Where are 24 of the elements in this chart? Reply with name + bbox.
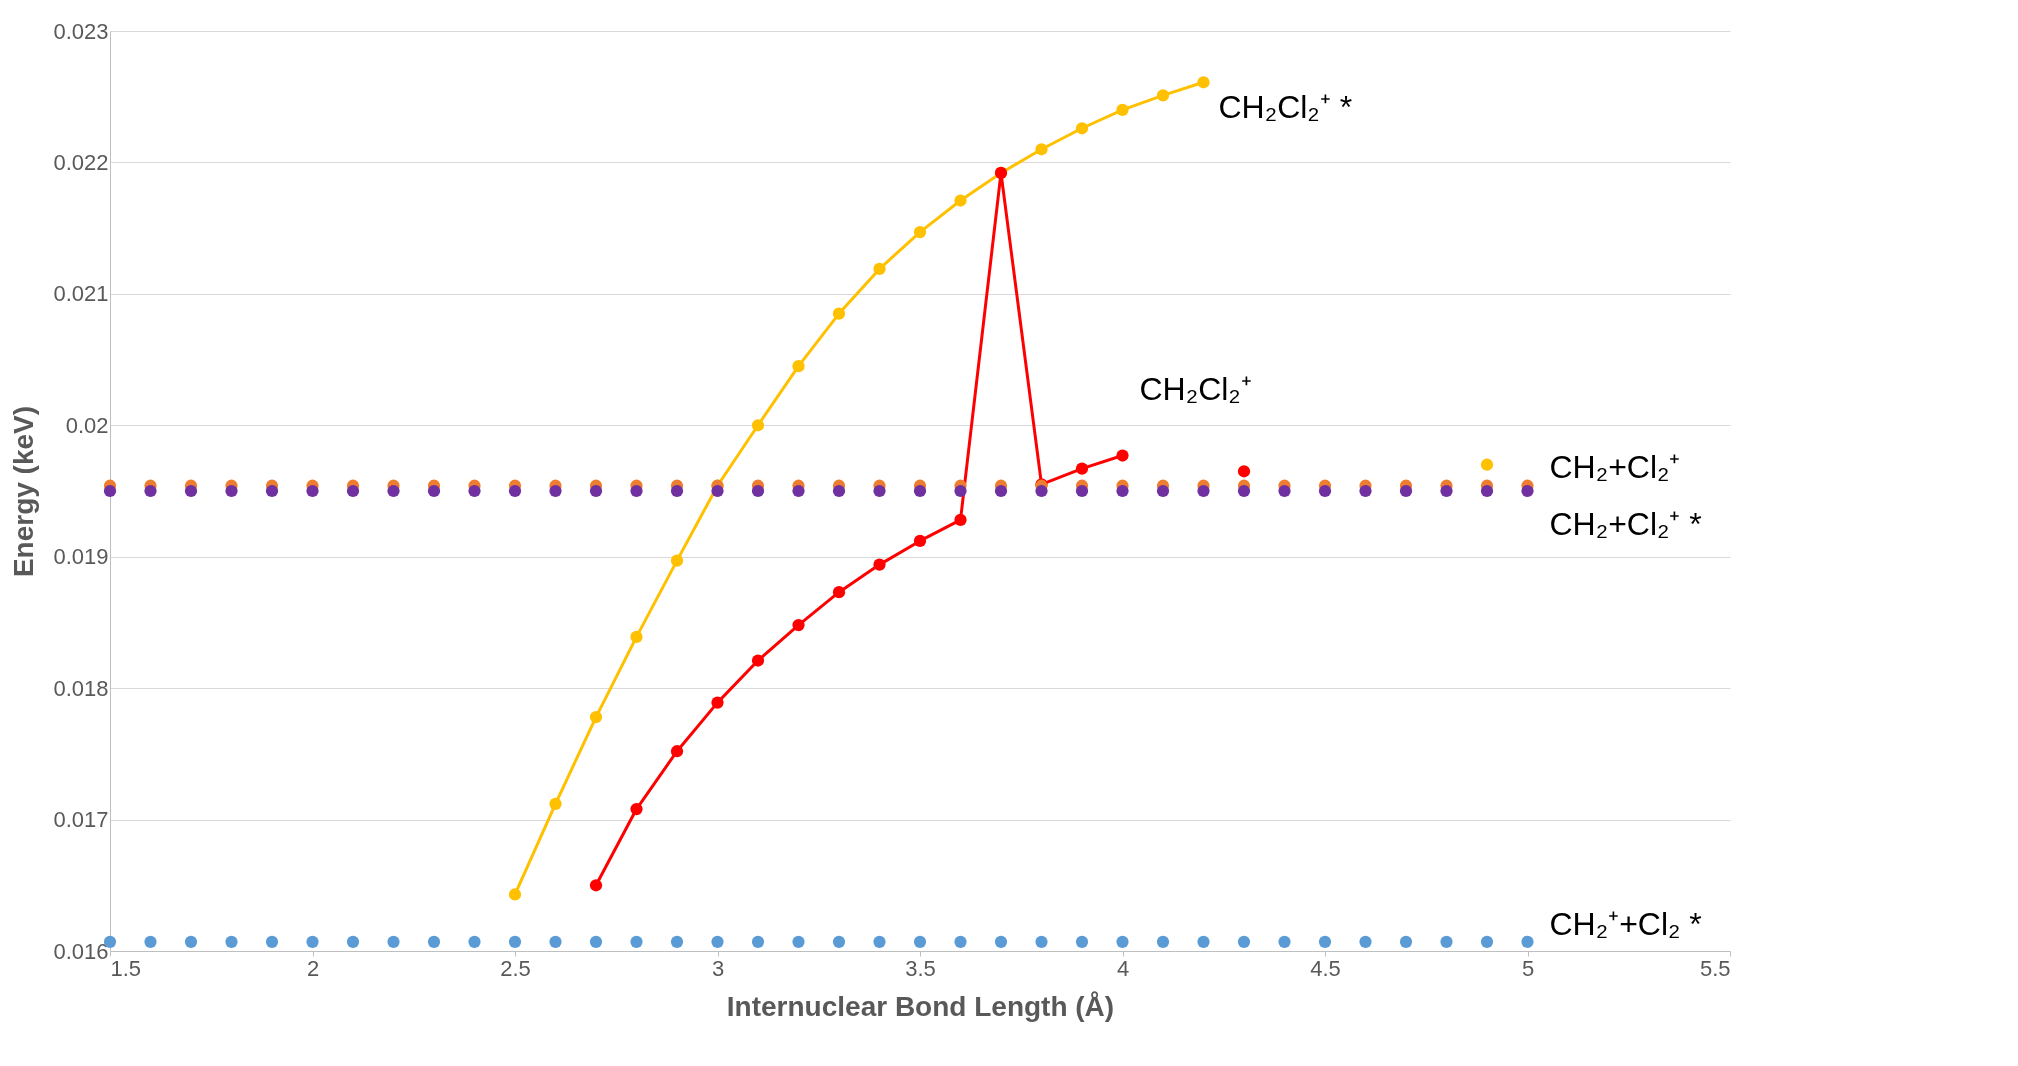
- y-tick-label: 0.017: [53, 807, 109, 833]
- x-tick-label: 2.5: [500, 955, 531, 981]
- x-tick-label: 3.5: [905, 955, 936, 981]
- y-tick-label: 0.018: [53, 675, 109, 701]
- y-tick-label: 0.019: [53, 544, 109, 570]
- x-tick-label: 5: [1521, 955, 1535, 981]
- series-label: CH₂Cl₂⁺ *: [1218, 89, 1353, 126]
- x-tick-label: 4.5: [1310, 955, 1341, 981]
- y-tick-label: 0.021: [53, 281, 109, 307]
- y-tick-label: 0.022: [53, 149, 109, 175]
- x-axis-title: Internuclear Bond Length (Å): [726, 990, 1115, 1022]
- y-tick-label: 0.02: [65, 412, 109, 438]
- y-tick-label: 0.016: [53, 938, 109, 964]
- series-label: CH₂+Cl₂⁺: [1549, 448, 1681, 485]
- series-label: CH₂+Cl₂⁺ *: [1549, 506, 1702, 542]
- series-label: CH₂⁺+Cl₂ *: [1549, 905, 1702, 942]
- x-tick-label: 2: [306, 955, 320, 981]
- x-tick-label: 3: [711, 955, 725, 981]
- x-tick-label: 4: [1116, 955, 1130, 981]
- y-axis-title: Energy (keV): [8, 405, 40, 578]
- x-tick-label: 1.5: [110, 955, 142, 981]
- y-tick-label: 0.023: [53, 18, 109, 44]
- series-label: CH₂Cl₂⁺: [1139, 370, 1252, 407]
- x-tick-label: 5.5: [1699, 955, 1731, 981]
